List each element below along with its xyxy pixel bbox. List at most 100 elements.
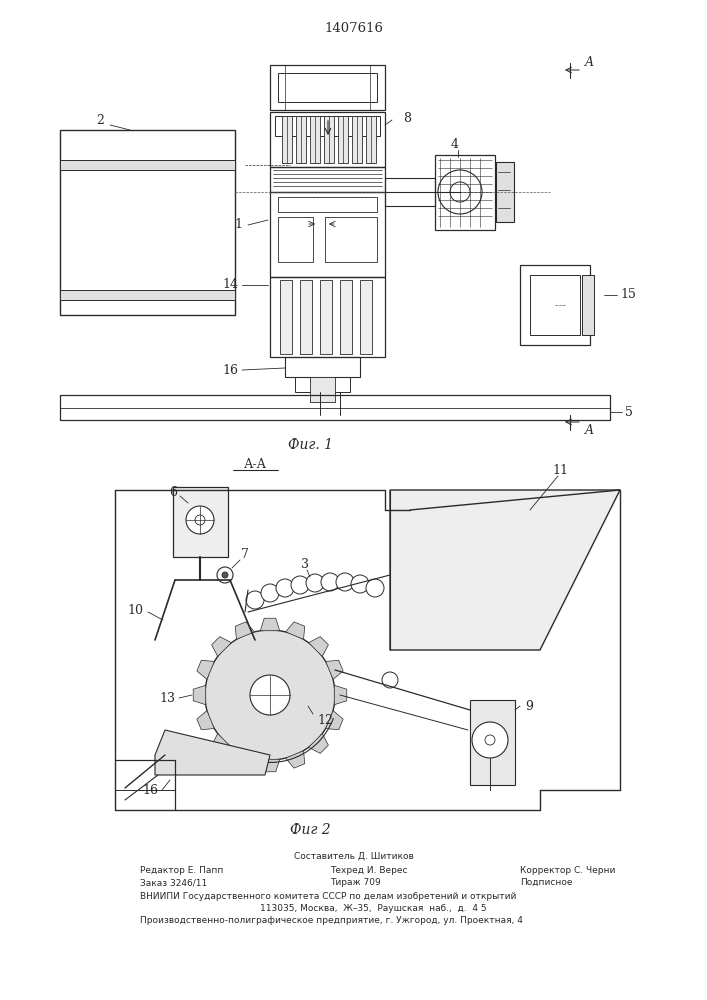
Bar: [285, 357, 360, 377]
Bar: [352, 116, 362, 163]
Text: Техред И. Верес: Техред И. Верес: [330, 866, 407, 875]
Bar: [435, 155, 495, 230]
Polygon shape: [235, 622, 255, 639]
Circle shape: [222, 572, 228, 578]
Bar: [270, 167, 385, 192]
Bar: [270, 112, 385, 167]
Bar: [366, 116, 376, 163]
Text: 14: 14: [222, 278, 238, 292]
Bar: [60, 160, 235, 170]
Circle shape: [195, 515, 205, 525]
Bar: [310, 377, 335, 402]
Polygon shape: [308, 637, 328, 656]
Circle shape: [351, 575, 369, 593]
Bar: [320, 280, 332, 354]
Polygon shape: [326, 711, 343, 730]
Circle shape: [205, 630, 335, 760]
Text: 3: 3: [301, 558, 309, 572]
Text: 8: 8: [403, 111, 411, 124]
Circle shape: [472, 722, 508, 758]
Text: Подписное: Подписное: [520, 878, 573, 887]
Text: 5: 5: [625, 406, 633, 418]
Circle shape: [306, 574, 324, 592]
Text: 113035, Москва,  Ж–35,  Раушская  наб.,  д.  4 5: 113035, Москва, Ж–35, Раушская наб., д. …: [260, 904, 486, 913]
Circle shape: [382, 672, 398, 688]
Circle shape: [217, 567, 233, 583]
Circle shape: [336, 573, 354, 591]
Text: Корректор С. Черни: Корректор С. Черни: [520, 866, 615, 875]
Polygon shape: [260, 759, 280, 772]
Polygon shape: [260, 618, 280, 631]
Polygon shape: [193, 685, 206, 705]
Bar: [582, 275, 594, 335]
Circle shape: [246, 591, 264, 609]
Polygon shape: [211, 637, 231, 656]
Text: Тираж 709: Тираж 709: [330, 878, 381, 887]
Bar: [60, 290, 235, 300]
Circle shape: [438, 170, 482, 214]
Text: 16: 16: [222, 363, 238, 376]
Text: 11: 11: [552, 464, 568, 477]
Bar: [496, 162, 514, 222]
Bar: [310, 116, 320, 163]
Circle shape: [366, 579, 384, 597]
Text: ВНИИПИ Государственного комитета СССР по делам изобретений и открытий: ВНИИПИ Государственного комитета СССР по…: [140, 892, 516, 901]
Bar: [324, 116, 334, 163]
Bar: [270, 192, 385, 277]
Text: Составитель Д. Шитиков: Составитель Д. Шитиков: [294, 852, 414, 861]
Bar: [60, 395, 610, 420]
Bar: [338, 116, 348, 163]
Circle shape: [276, 579, 294, 597]
Polygon shape: [155, 730, 270, 775]
Bar: [300, 280, 312, 354]
Bar: [340, 280, 352, 354]
Text: Редактор Е. Папп: Редактор Е. Папп: [140, 866, 223, 875]
Text: A: A: [585, 56, 594, 70]
Text: 4: 4: [451, 138, 459, 151]
Text: 12: 12: [317, 714, 333, 726]
Polygon shape: [390, 490, 620, 650]
Bar: [270, 277, 385, 357]
Text: Заказ 3246/11: Заказ 3246/11: [140, 878, 207, 887]
Text: 6: 6: [169, 486, 177, 498]
Text: A: A: [585, 424, 594, 436]
Bar: [270, 65, 385, 110]
Circle shape: [291, 576, 309, 594]
Polygon shape: [197, 660, 214, 679]
Circle shape: [250, 675, 290, 715]
Text: 10: 10: [127, 603, 143, 616]
Bar: [278, 197, 377, 212]
Polygon shape: [286, 622, 305, 639]
Polygon shape: [326, 660, 343, 679]
Text: 15: 15: [620, 288, 636, 302]
Bar: [325, 217, 377, 262]
Circle shape: [485, 735, 495, 745]
Bar: [520, 265, 590, 345]
Circle shape: [186, 506, 214, 534]
Bar: [275, 116, 380, 136]
Text: 13: 13: [159, 692, 175, 704]
Circle shape: [261, 584, 279, 602]
Text: Фиг. 1: Фиг. 1: [288, 438, 332, 452]
Bar: [360, 280, 372, 354]
Text: 1407616: 1407616: [325, 21, 383, 34]
Circle shape: [450, 182, 470, 202]
Bar: [296, 116, 306, 163]
Bar: [385, 178, 435, 206]
Circle shape: [321, 573, 339, 591]
Text: 7: 7: [241, 548, 249, 562]
Bar: [470, 700, 515, 785]
Text: 16: 16: [142, 784, 158, 796]
Bar: [530, 275, 580, 335]
Text: Фиг 2: Фиг 2: [290, 823, 330, 837]
Polygon shape: [197, 711, 214, 730]
Bar: [282, 116, 292, 163]
Text: 9: 9: [525, 700, 533, 712]
Bar: [278, 217, 313, 262]
Text: А-А: А-А: [243, 458, 267, 472]
Polygon shape: [235, 751, 255, 768]
Polygon shape: [334, 685, 347, 705]
Bar: [280, 280, 292, 354]
Text: 2: 2: [96, 113, 104, 126]
Polygon shape: [173, 487, 228, 557]
